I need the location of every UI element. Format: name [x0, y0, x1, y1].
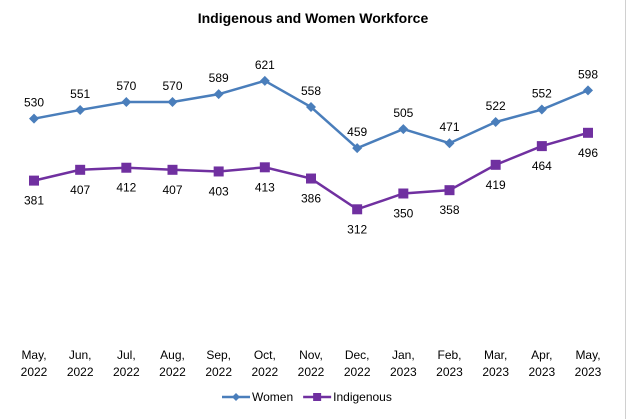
data-point-women: [583, 85, 593, 96]
x-tick-label: Jun, 2022: [67, 348, 94, 379]
data-point-indigenous: [444, 185, 455, 196]
x-tick-label: Feb, 2023: [436, 348, 463, 379]
data-point-women: [29, 113, 39, 124]
x-tick-label: Jan, 2023: [390, 348, 417, 379]
data-point-indigenous: [583, 127, 593, 138]
x-tick-label: Aug, 2022: [159, 348, 186, 379]
data-label-indigenous: 464: [532, 159, 552, 173]
data-label-women: 589: [209, 71, 229, 85]
data-label-indigenous: 312: [347, 222, 367, 236]
data-label-women: 552: [532, 87, 552, 101]
data-point-indigenous: [29, 175, 39, 186]
data-label-indigenous: 407: [70, 183, 90, 197]
chart-title: Indigenous and Women Workforce: [198, 10, 429, 26]
data-point-women: [259, 75, 270, 86]
legend-label: Indigenous: [333, 390, 392, 404]
data-point-indigenous: [75, 164, 86, 175]
data-label-women: 551: [70, 87, 90, 101]
legend-item-women: Women: [222, 390, 293, 404]
data-label-women: 558: [301, 84, 321, 98]
data-label-women: 505: [393, 106, 413, 120]
data-label-indigenous: 381: [24, 194, 44, 208]
data-label-women: 621: [255, 58, 275, 72]
x-tick-label: Apr, 2023: [528, 348, 555, 379]
x-tick-label: Sep, 2022: [205, 348, 232, 379]
data-label-indigenous: 358: [439, 203, 459, 217]
data-point-women: [536, 104, 547, 115]
data-point-indigenous: [121, 162, 132, 173]
data-point-indigenous: [398, 188, 409, 199]
series-indigenous: 381 407 412 407 403 413 386 312 350 358 419 464 496: [24, 127, 598, 236]
data-point-women: [398, 124, 409, 135]
data-label-indigenous: 386: [301, 192, 321, 206]
data-label-women: 570: [162, 79, 182, 93]
data-label-indigenous: 413: [255, 180, 275, 194]
x-tick-label: May, 2022: [21, 348, 48, 379]
x-tick-label: Jul, 2022: [113, 348, 140, 379]
data-label-indigenous: 403: [209, 184, 229, 198]
data-label-indigenous: 407: [162, 183, 182, 197]
x-tick-label: Dec, 2022: [344, 348, 371, 379]
legend-square-icon: [313, 393, 322, 401]
x-tick-label: Mar, 2023: [482, 348, 509, 379]
x-tick-label: May, 2023: [575, 348, 602, 379]
data-point-indigenous: [352, 204, 363, 215]
data-label-indigenous: 496: [578, 146, 598, 160]
data-point-indigenous: [213, 166, 224, 177]
legend-diamond-icon: [232, 393, 240, 401]
data-point-women: [121, 97, 132, 108]
data-label-indigenous: 350: [393, 207, 413, 221]
x-tick-label: Oct, 2022: [251, 348, 278, 379]
data-point-women: [75, 104, 86, 115]
data-point-women: [352, 143, 363, 154]
data-point-indigenous: [167, 164, 178, 175]
data-point-women: [490, 116, 501, 127]
data-label-women: 570: [116, 79, 136, 93]
data-label-women: 598: [578, 67, 598, 81]
data-label-women: 522: [486, 99, 506, 113]
legend-label: Women: [252, 390, 293, 404]
legend-item-indigenous: Indigenous: [303, 390, 392, 404]
data-label-women: 530: [24, 96, 44, 110]
data-point-women: [444, 138, 455, 149]
x-tick-label: Nov, 2022: [298, 348, 325, 379]
data-point-indigenous: [306, 173, 316, 184]
data-point-women: [167, 97, 178, 108]
data-point-indigenous: [259, 162, 270, 173]
data-point-indigenous: [490, 159, 501, 170]
data-label-women: 471: [439, 120, 459, 134]
data-label-indigenous: 419: [486, 178, 506, 192]
data-point-indigenous: [536, 141, 547, 152]
series-women: 530 551 570 570 589 621 558 459 505 471 522 552 598: [24, 58, 598, 154]
data-point-women: [213, 89, 224, 100]
data-label-indigenous: 412: [116, 181, 136, 195]
data-label-women: 459: [347, 125, 367, 139]
data-point-women: [306, 102, 316, 113]
